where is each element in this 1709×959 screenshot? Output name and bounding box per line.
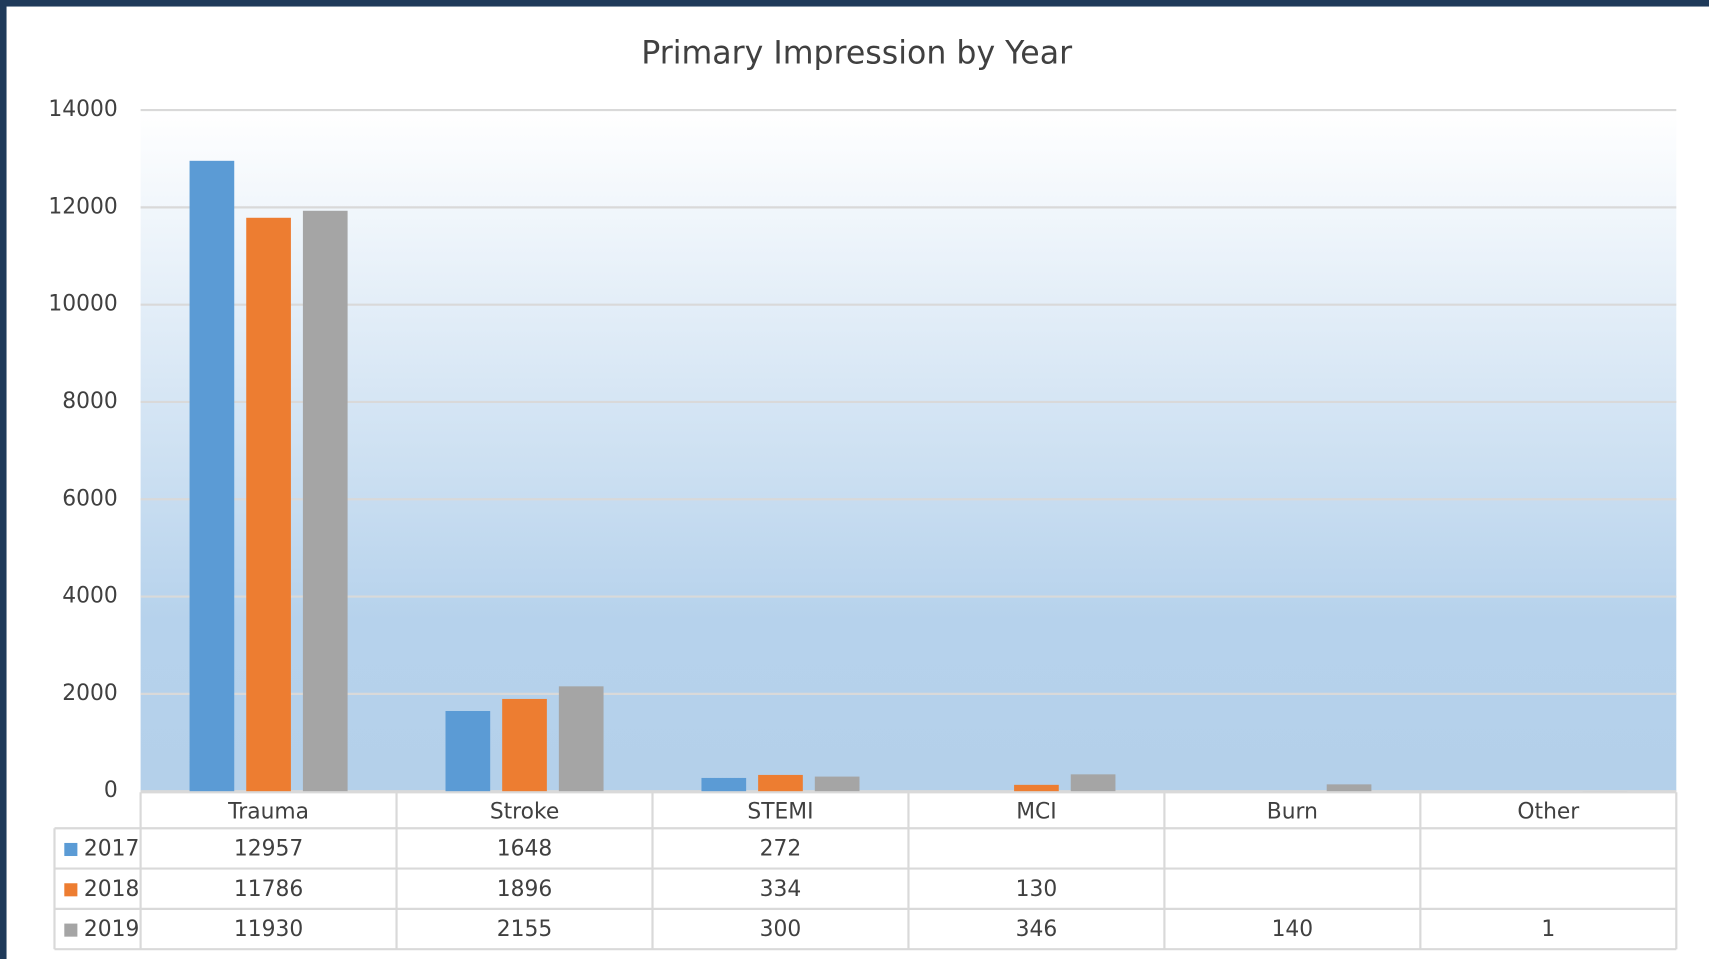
bar xyxy=(1014,784,1059,792)
table-value: 11930 xyxy=(234,917,303,942)
table-value: 12957 xyxy=(234,836,303,861)
x-tick-label: Other xyxy=(1517,799,1579,824)
bar xyxy=(814,776,860,792)
x-tick-label: Burn xyxy=(1267,799,1318,824)
table-value: 130 xyxy=(1016,877,1058,902)
table-value: 140 xyxy=(1272,917,1314,942)
bar xyxy=(502,698,547,792)
table-value: 334 xyxy=(760,877,802,902)
chart-title: Primary Impression by Year xyxy=(641,35,1072,71)
table-value: 11786 xyxy=(234,877,303,902)
legend-label: 2018 xyxy=(84,877,139,902)
legend-label: 2017 xyxy=(84,836,139,861)
bar xyxy=(302,210,348,792)
legend-swatch xyxy=(64,923,78,937)
y-tick-label: 2000 xyxy=(62,681,117,706)
table-value: 272 xyxy=(760,836,802,861)
bar xyxy=(1070,774,1116,792)
x-tick-label: STEMI xyxy=(747,799,813,824)
legend-swatch xyxy=(64,883,78,897)
table-value: 346 xyxy=(1016,917,1058,942)
bar xyxy=(189,160,235,792)
x-tick-label: MCI xyxy=(1016,799,1056,824)
y-tick-label: 4000 xyxy=(62,584,117,609)
y-tick-label: 0 xyxy=(104,778,118,803)
bar xyxy=(701,777,747,792)
legend-swatch xyxy=(64,842,78,857)
plot-area xyxy=(140,110,1677,792)
table-value: 1648 xyxy=(497,836,552,861)
x-tick-label: Trauma xyxy=(227,799,309,824)
y-tick-label: 8000 xyxy=(62,389,117,414)
table-value: 2155 xyxy=(497,917,552,942)
table-value: 1896 xyxy=(497,877,552,902)
bar xyxy=(246,217,291,792)
table-value: 300 xyxy=(760,917,802,942)
x-tick-label: Stroke xyxy=(490,799,559,824)
table-value: 1 xyxy=(1541,917,1555,942)
y-tick-label: 10000 xyxy=(48,292,117,317)
legend-label: 2019 xyxy=(84,917,139,942)
y-tick-label: 6000 xyxy=(62,486,117,511)
bar xyxy=(445,710,491,792)
y-tick-label: 14000 xyxy=(48,97,117,122)
bar xyxy=(558,686,604,792)
y-tick-label: 12000 xyxy=(48,194,117,219)
bar xyxy=(758,774,803,792)
bar xyxy=(1326,784,1372,792)
